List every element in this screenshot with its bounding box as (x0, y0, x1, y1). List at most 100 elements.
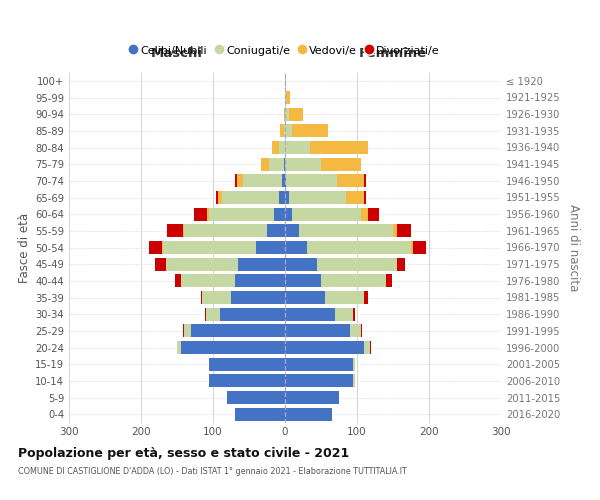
Bar (183, 224, 184, 237)
Bar (202, 291, 231, 304)
Bar (220, 308, 285, 320)
Bar (181, 341, 285, 354)
Bar (285, 124, 292, 138)
Bar (285, 141, 310, 154)
Bar (209, 358, 285, 370)
Bar (194, 208, 207, 220)
Bar (167, 224, 183, 237)
Bar (235, 274, 285, 287)
Bar (361, 324, 362, 338)
Bar (191, 324, 285, 338)
Bar (207, 208, 209, 220)
Bar (292, 208, 361, 220)
Bar (386, 274, 392, 287)
Bar (242, 174, 282, 188)
Bar (285, 158, 321, 170)
Bar (285, 241, 307, 254)
Bar (350, 324, 361, 338)
Bar (361, 208, 368, 220)
Bar (285, 174, 286, 188)
Bar (285, 258, 317, 270)
Bar (321, 274, 386, 287)
Bar (260, 158, 269, 170)
Bar (201, 291, 202, 304)
Bar (286, 174, 337, 188)
Bar (209, 374, 285, 388)
Bar (284, 124, 285, 138)
Bar (286, 91, 290, 104)
Bar (285, 374, 353, 388)
Bar (368, 208, 379, 220)
Bar (337, 174, 364, 188)
Bar (393, 224, 397, 237)
Bar (413, 241, 426, 254)
Bar (221, 191, 279, 204)
Bar (317, 258, 397, 270)
Bar (237, 174, 242, 188)
Bar (149, 241, 162, 254)
Bar (310, 141, 368, 154)
Bar (274, 208, 285, 220)
Bar (285, 291, 325, 304)
Bar (284, 108, 285, 120)
Bar (181, 274, 235, 287)
Bar (353, 308, 355, 320)
Bar (285, 224, 299, 237)
Bar (285, 74, 286, 88)
Bar (285, 358, 353, 370)
Bar (346, 191, 364, 204)
Bar (155, 258, 166, 270)
Bar (335, 308, 353, 320)
Bar (269, 158, 284, 170)
Bar (227, 391, 285, 404)
Bar (397, 258, 404, 270)
Bar (282, 174, 285, 188)
Bar (285, 391, 339, 404)
Bar (205, 308, 206, 320)
Bar (231, 291, 285, 304)
Legend: Celibi/Nubili, Coniugati/e, Vedovi/e, Divorziati/e: Celibi/Nubili, Coniugati/e, Vedovi/e, Di… (126, 40, 444, 60)
Bar (279, 141, 285, 154)
Bar (289, 191, 346, 204)
Bar (285, 191, 289, 204)
Bar (364, 174, 365, 188)
Bar (166, 258, 238, 270)
Bar (256, 241, 285, 254)
Bar (235, 174, 237, 188)
Bar (163, 241, 256, 254)
Bar (183, 324, 184, 338)
Bar (285, 341, 364, 354)
Bar (364, 291, 368, 304)
Bar (162, 241, 163, 254)
Bar (184, 324, 191, 338)
Bar (285, 208, 292, 220)
Bar (267, 224, 285, 237)
Bar (321, 158, 361, 170)
Bar (325, 291, 364, 304)
Bar (285, 108, 289, 120)
Bar (285, 308, 335, 320)
Bar (289, 108, 303, 120)
Text: Maschi: Maschi (151, 47, 203, 60)
Text: Popolazione per età, sesso e stato civile - 2021: Popolazione per età, sesso e stato civil… (18, 448, 349, 460)
Bar (206, 308, 220, 320)
Bar (218, 191, 221, 204)
Bar (238, 258, 285, 270)
Bar (272, 141, 279, 154)
Bar (175, 274, 181, 287)
Bar (353, 358, 355, 370)
Y-axis label: Fasce di età: Fasce di età (18, 212, 31, 282)
Bar (184, 224, 267, 237)
Bar (292, 124, 328, 138)
Bar (285, 274, 321, 287)
Text: Femmine: Femmine (359, 47, 427, 60)
Bar (370, 341, 371, 354)
Bar (285, 408, 332, 420)
Bar (307, 241, 411, 254)
Bar (280, 124, 284, 138)
Bar (177, 341, 181, 354)
Bar (353, 374, 355, 388)
Bar (364, 191, 367, 204)
Y-axis label: Anni di nascita: Anni di nascita (568, 204, 580, 291)
Bar (285, 324, 350, 338)
